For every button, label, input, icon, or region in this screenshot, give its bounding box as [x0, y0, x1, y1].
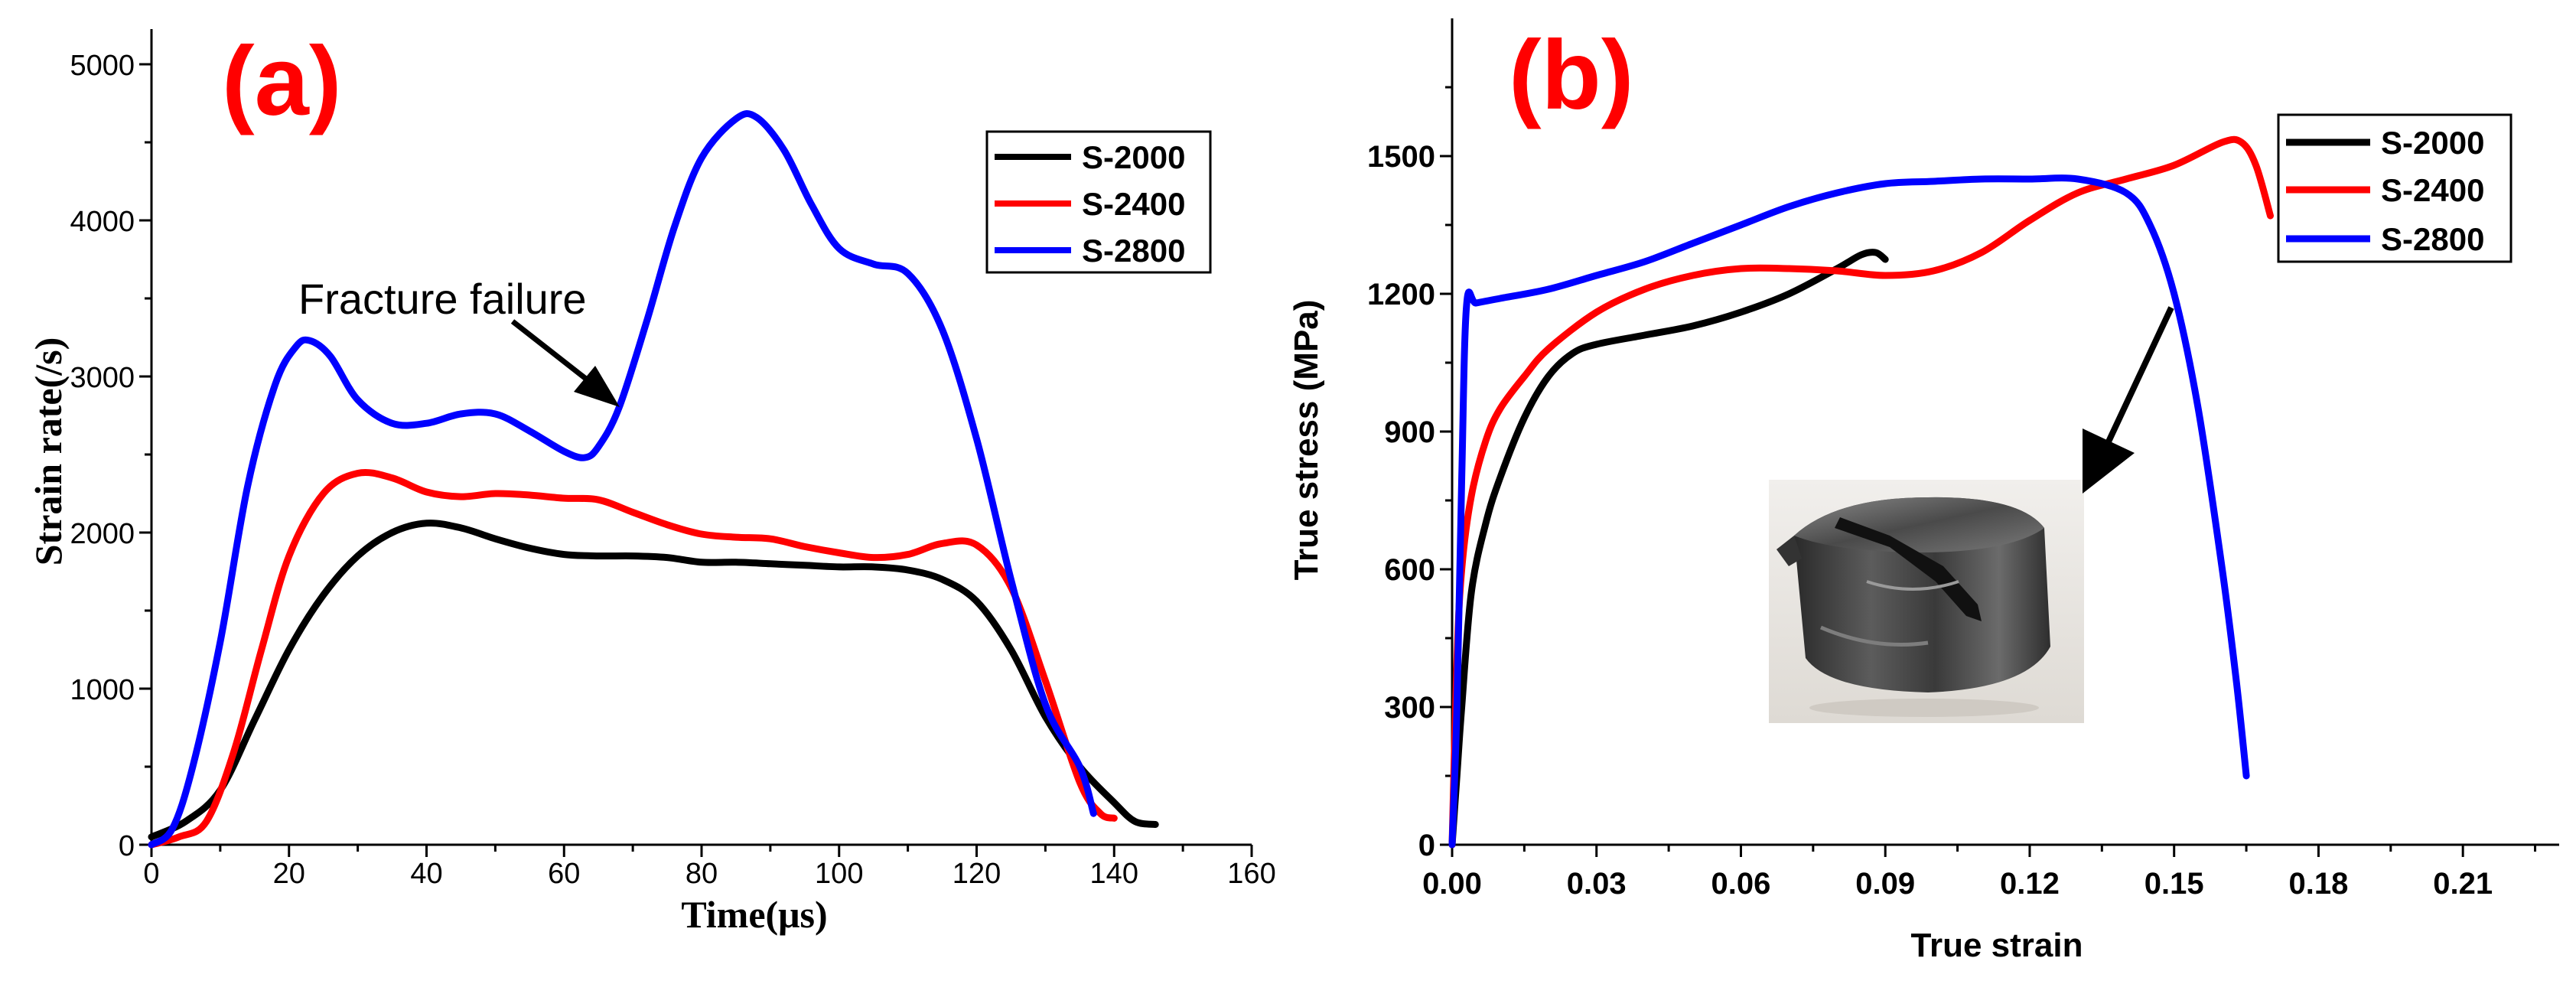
x-tick-label: 80 — [686, 858, 718, 890]
x-tick-label: 0.03 — [1567, 867, 1627, 901]
panel-b-legend-label-s2400: S-2400 — [2381, 172, 2484, 208]
x-tick-label: 140 — [1090, 858, 1138, 890]
x-tick-label: 0.18 — [2289, 867, 2349, 901]
panel-b-tick-labels: 0.00 0.03 0.06 0.09 0.12 0.15 0.18 0.21 0 300 600 9… — [1367, 140, 2493, 901]
panel-a-legend-label-s2800: S-2800 — [1082, 233, 1185, 269]
y-tick-label: 900 — [1384, 415, 1435, 449]
series-line-s-2800 — [1448, 174, 2250, 849]
x-tick-label: 0 — [143, 858, 159, 890]
panel-a-legend: S-2000 S-2400 S-2800 — [985, 130, 1212, 274]
x-tick-label: 100 — [815, 858, 863, 890]
y-tick-label: 1200 — [1367, 278, 1435, 311]
panel-b-legend: S-2000 S-2400 S-2800 — [2277, 113, 2512, 263]
x-tick-label: 60 — [548, 858, 580, 890]
y-tick-label: 300 — [1384, 691, 1435, 725]
panel-b-arrowhead — [2083, 428, 2135, 494]
x-tick-label: 0.00 — [1422, 867, 1482, 901]
panel-a-label: (a) — [222, 27, 341, 136]
panel-a-strain-rate-chart: 0 20 40 60 80 100 120 140 160 0 1000 2000 3000 4000 50… — [27, 27, 1276, 936]
x-tick-label: 120 — [953, 858, 1001, 890]
x-tick-label: 160 — [1227, 858, 1275, 890]
panel-a-legend-label-s2400: S-2400 — [1082, 186, 1185, 222]
panel-a-xlabel: Time(μs) — [681, 893, 827, 936]
x-tick-label: 40 — [410, 858, 442, 890]
panel-b-xlabel: True strain — [1911, 927, 2083, 964]
y-tick-label: 600 — [1384, 553, 1435, 587]
panel-b-legend-label-s2000: S-2000 — [2381, 125, 2484, 161]
panel-b-legend-label-s2800: S-2800 — [2381, 221, 2484, 257]
panel-a-annotation-text: Fracture failure — [298, 275, 587, 323]
panel-a-axes — [139, 29, 1253, 857]
x-tick-label: 20 — [273, 858, 305, 890]
panel-a-tick-labels: 0 20 40 60 80 100 120 140 160 0 1000 2000 3000 4000 50… — [70, 50, 1275, 890]
series-line-s-2400 — [148, 468, 1118, 849]
panel-b-arrow-line — [2101, 306, 2174, 453]
panel-b-series — [1448, 135, 2274, 849]
y-tick-label: 1500 — [1367, 140, 1435, 174]
y-tick-label: 4000 — [70, 206, 135, 238]
panel-a-annotation-arrowhead — [574, 366, 620, 407]
y-tick-label: 0 — [1418, 829, 1435, 862]
x-tick-label: 0.21 — [2433, 867, 2493, 901]
fractured-specimen-photo — [1769, 480, 2084, 723]
y-tick-label: 2000 — [70, 518, 135, 550]
x-tick-label: 0.15 — [2144, 867, 2204, 901]
x-tick-label: 0.09 — [1855, 867, 1915, 901]
y-tick-label: 5000 — [70, 50, 135, 82]
panel-a-series — [148, 110, 1159, 849]
series-line-s-2800 — [148, 110, 1097, 849]
panel-a-legend-label-s2000: S-2000 — [1082, 139, 1185, 175]
x-tick-label: 0.06 — [1711, 867, 1771, 901]
panel-b-ylabel: True stress (MPa) — [1288, 300, 1325, 581]
x-tick-label: 0.12 — [2000, 867, 2060, 901]
y-tick-label: 0 — [119, 830, 135, 862]
panel-a-ylabel: Strain rate(/s) — [27, 337, 70, 566]
panel-b-stress-strain-chart: 0.00 0.03 0.06 0.09 0.12 0.15 0.18 0.21 0 300 600 9… — [1288, 18, 2559, 964]
panel-b-label: (b) — [1509, 21, 1633, 130]
y-tick-label: 3000 — [70, 362, 135, 394]
series-line-s-2000 — [148, 520, 1159, 841]
series-line-s-2400 — [1448, 135, 2274, 849]
y-tick-label: 1000 — [70, 674, 135, 706]
